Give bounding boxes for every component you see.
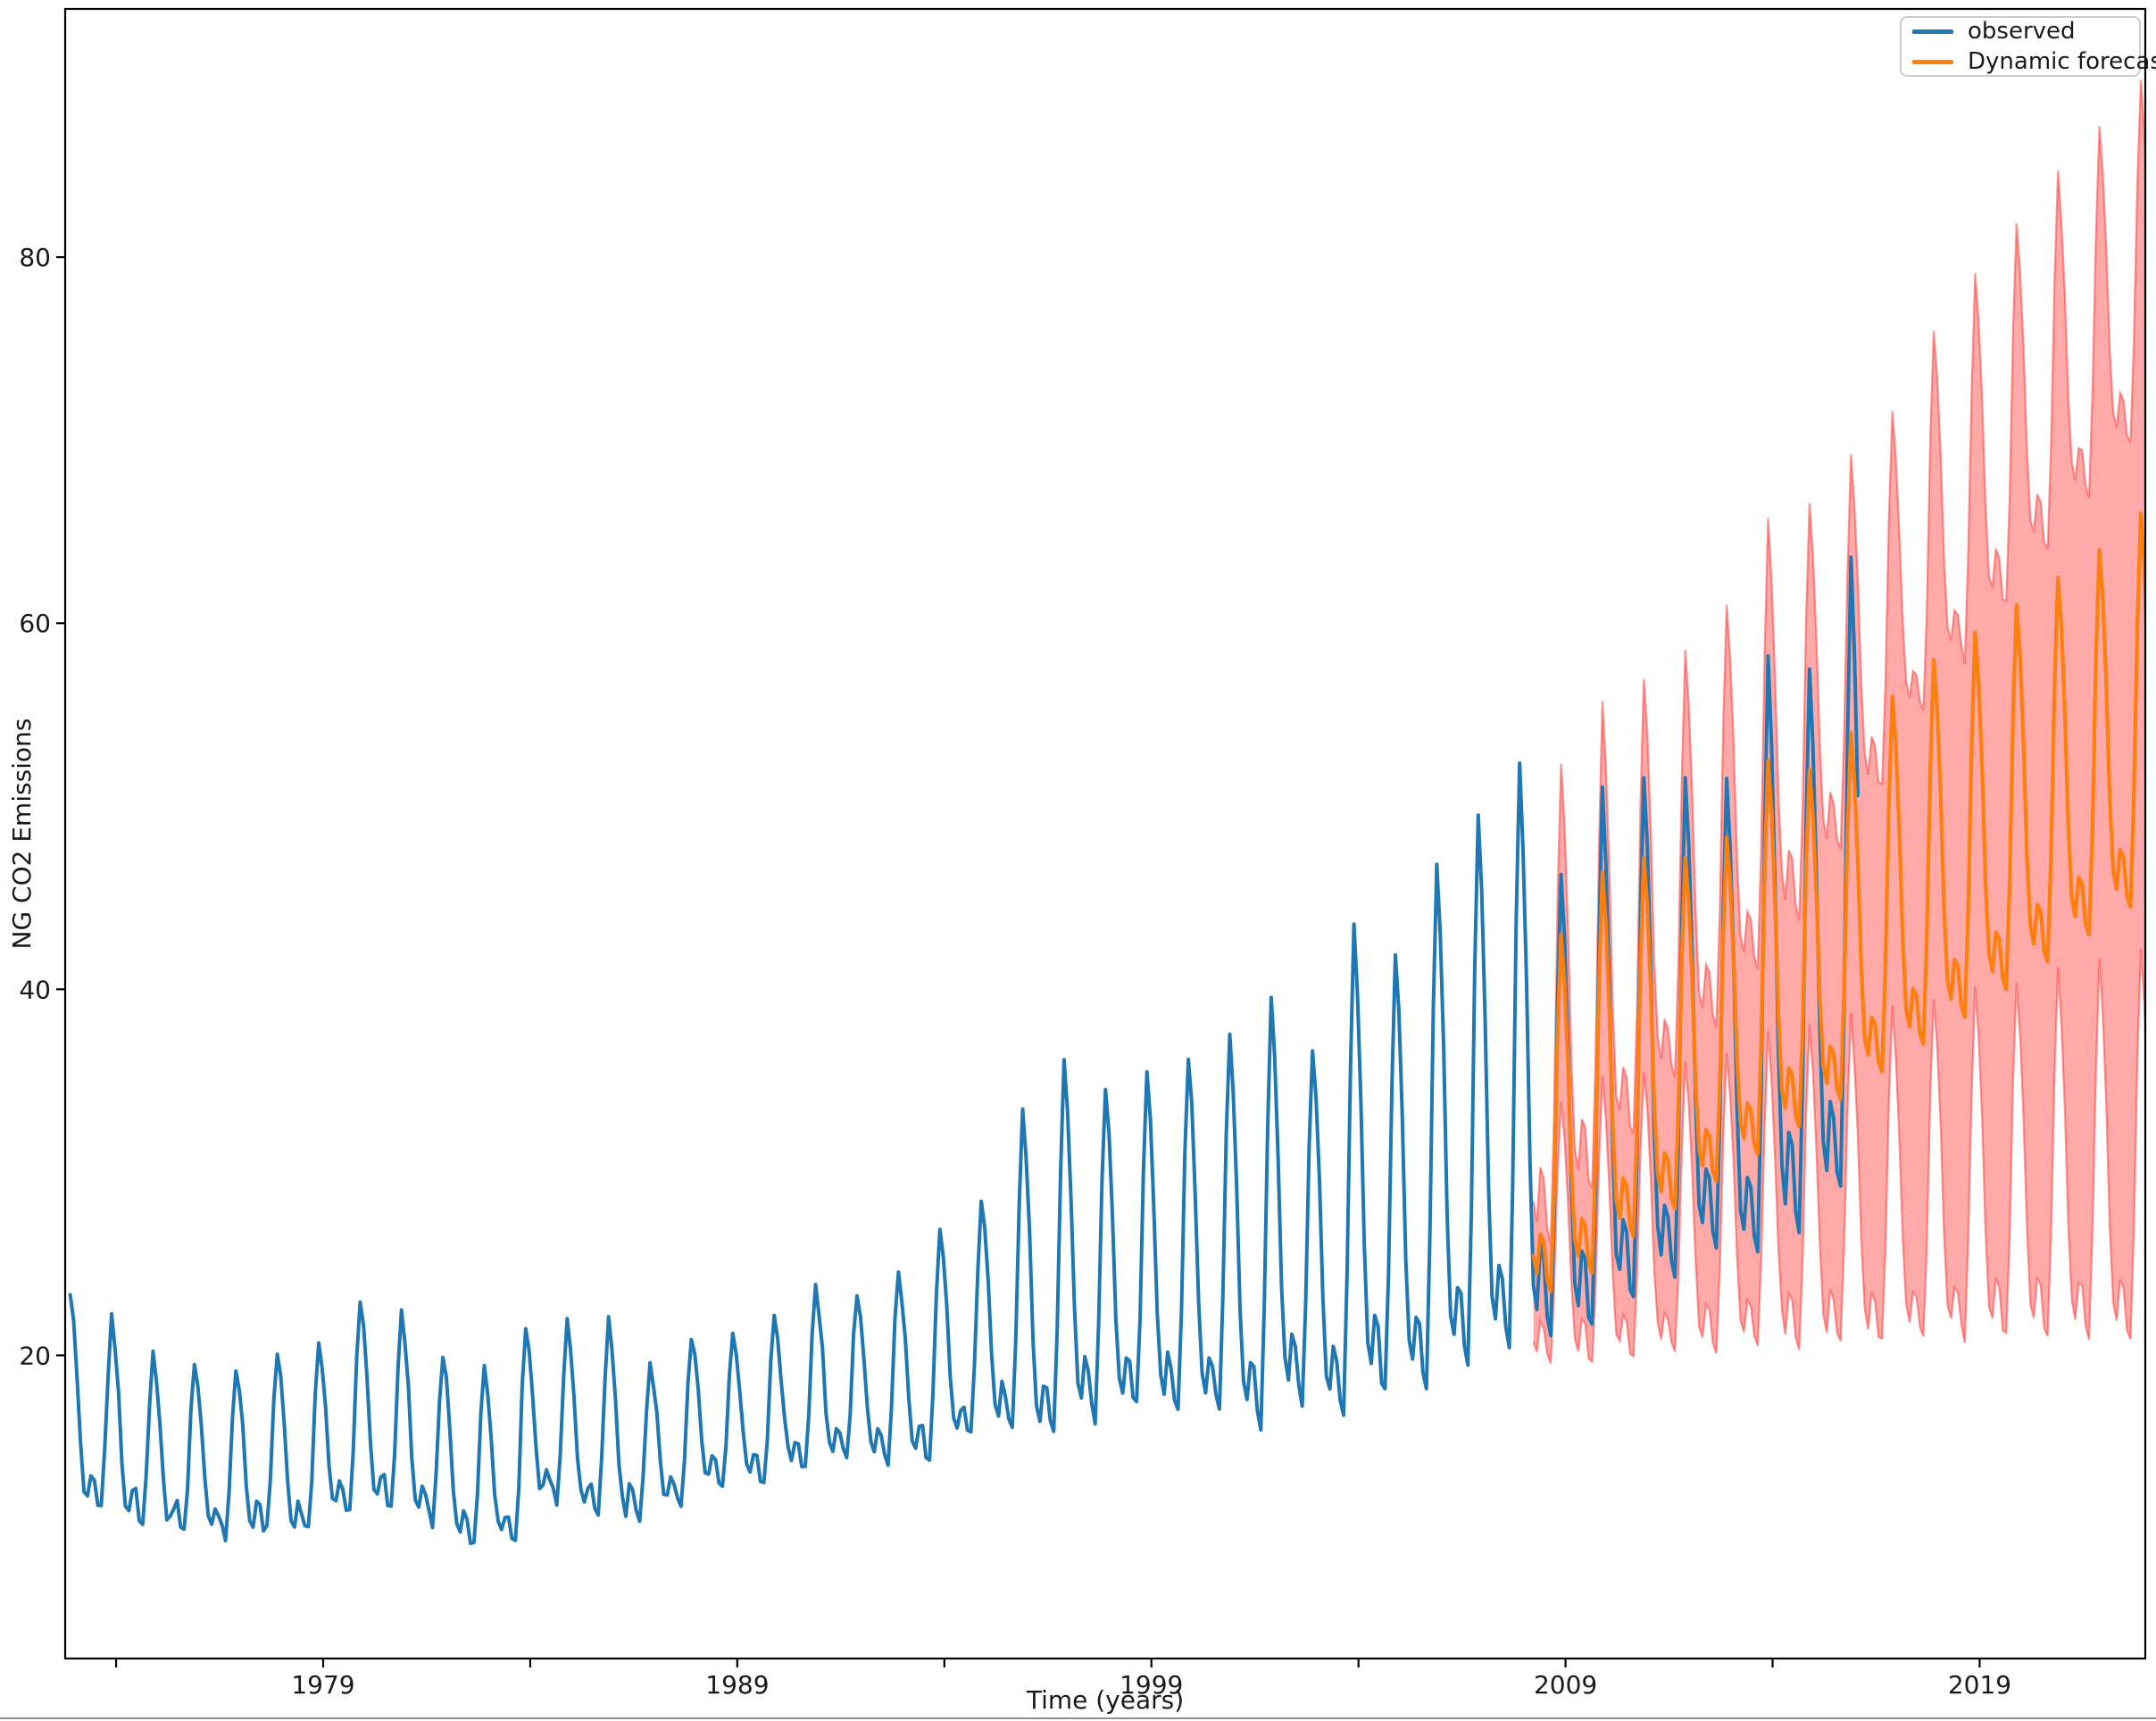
- forecast-line-icon: [1912, 59, 1953, 64]
- y-tick-label: 60: [19, 609, 51, 638]
- x-tick-label: 2009: [1534, 1670, 1597, 1700]
- confidence-upper-edge: [1532, 79, 2145, 1245]
- observed-line: [68, 555, 1860, 1546]
- y-tick-label: 20: [19, 1341, 51, 1370]
- y-tick-label: 40: [19, 975, 51, 1004]
- confidence-lower-edge: [1532, 949, 2145, 1364]
- clipped-plot-region: [68, 79, 2145, 1546]
- legend-item-observed: observed: [1912, 20, 2128, 43]
- legend-label-forecast: Dynamic forecast: [1968, 48, 2156, 75]
- x-tick-label: 1999: [1120, 1670, 1183, 1700]
- confidence-interval-band: [1533, 79, 2145, 1364]
- legend: observed Dynamic forecast: [1900, 16, 2156, 77]
- legend-label-observed: observed: [1968, 18, 2076, 45]
- plot-area: 1979 1989 1999 2009 2019 20 40 60 80: [19, 7, 2147, 1700]
- x-tick-label: 1989: [705, 1670, 769, 1700]
- axes-frame: [63, 7, 2147, 1660]
- window-bottom-border: [0, 1717, 2156, 1719]
- x-tick-label: 2019: [1948, 1670, 2011, 1700]
- legend-item-forecast: Dynamic forecast: [1912, 50, 2156, 73]
- observed-line-icon: [1912, 29, 1953, 34]
- forecast-line: [1531, 511, 2145, 1293]
- x-axis-label: Time (years): [1026, 1685, 1184, 1715]
- y-tick-label: 80: [19, 243, 51, 272]
- y-axis-label: NG CO2 Emissions: [7, 718, 37, 949]
- x-tick-label: 1979: [291, 1670, 354, 1700]
